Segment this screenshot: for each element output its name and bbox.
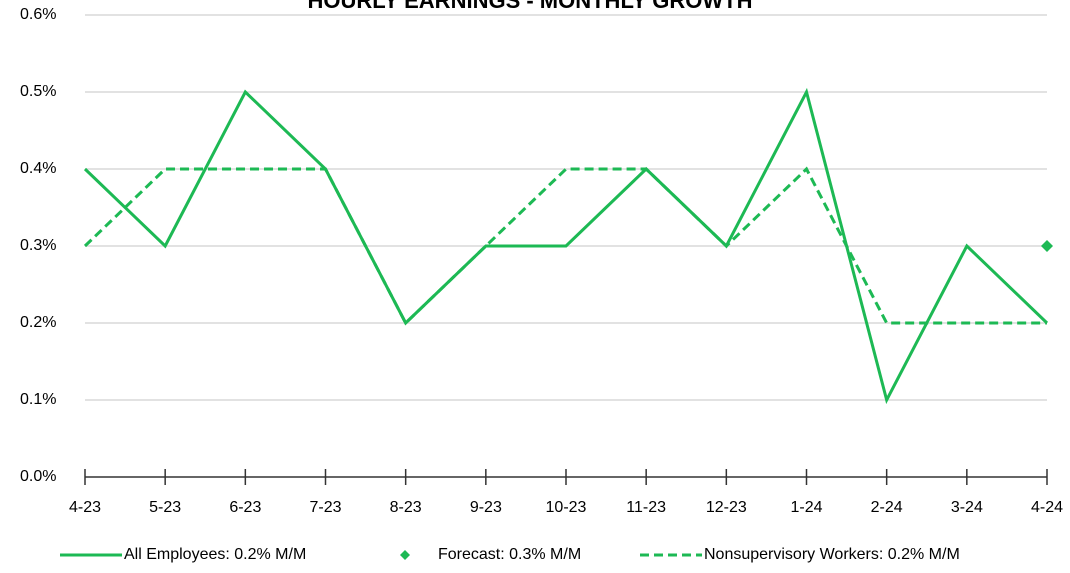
x-tick-label: 4-24 [1031,499,1063,516]
x-tick-label: 12-23 [706,499,747,516]
y-tick-label: 0.1% [20,391,56,408]
y-tick-label: 0.0% [20,468,56,485]
x-tick-label: 4-23 [69,499,101,516]
legend-label: Nonsupervisory Workers: 0.2% M/M [704,546,960,563]
x-tick-label: 2-24 [871,499,903,516]
x-tick-label: 11-23 [626,499,666,516]
series-line [83,87,1049,405]
legend-swatch [400,550,410,560]
legend-label: Forecast: 0.3% M/M [438,546,581,563]
y-tick-label: 0.3% [20,237,56,254]
x-tick-label: 7-23 [309,499,341,516]
y-tick-label: 0.5% [20,83,56,100]
y-tick-label: 0.6% [20,6,56,23]
x-tick-label: 5-23 [149,499,181,516]
y-tick-label: 0.4% [20,160,56,177]
forecast-marker [1041,240,1053,252]
chart-title: HOURLY EARNINGS - MONTHLY GROWTH [308,0,753,13]
x-tick-label: 6-23 [229,499,261,516]
y-tick-label: 0.2% [20,314,56,331]
x-tick-label: 10-23 [546,499,587,516]
x-tick-label: 8-23 [390,499,422,516]
x-tick-label: 1-24 [790,499,822,516]
x-tick-label: 3-24 [951,499,983,516]
x-tick-label: 9-23 [470,499,502,516]
legend-label: All Employees: 0.2% M/M [124,546,306,563]
